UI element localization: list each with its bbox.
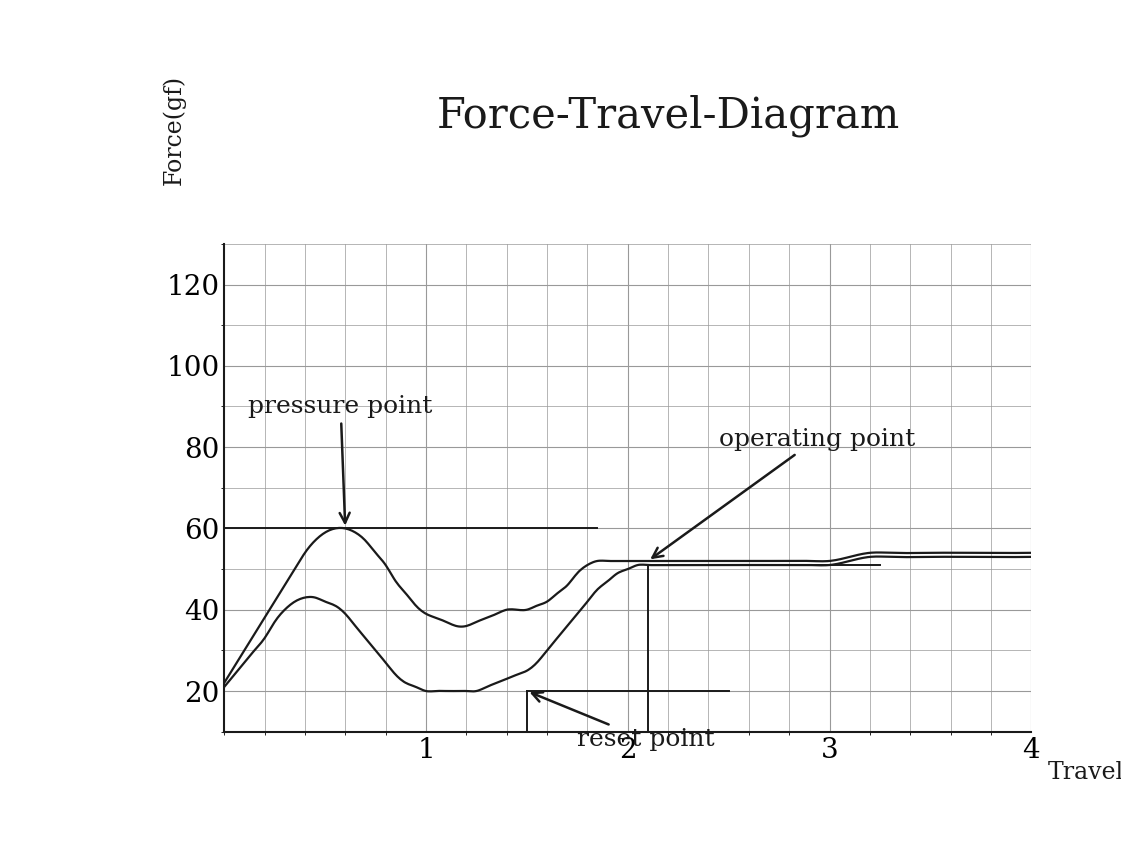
Text: Force-Travel-Diagram: Force-Travel-Diagram [436, 94, 900, 136]
Text: reset point: reset point [532, 692, 715, 751]
Text: operating point: operating point [652, 427, 915, 558]
Text: pressure point: pressure point [249, 395, 433, 523]
Text: Travel(mm): Travel(mm) [1047, 761, 1121, 784]
Text: Force(gf): Force(gf) [163, 75, 185, 185]
